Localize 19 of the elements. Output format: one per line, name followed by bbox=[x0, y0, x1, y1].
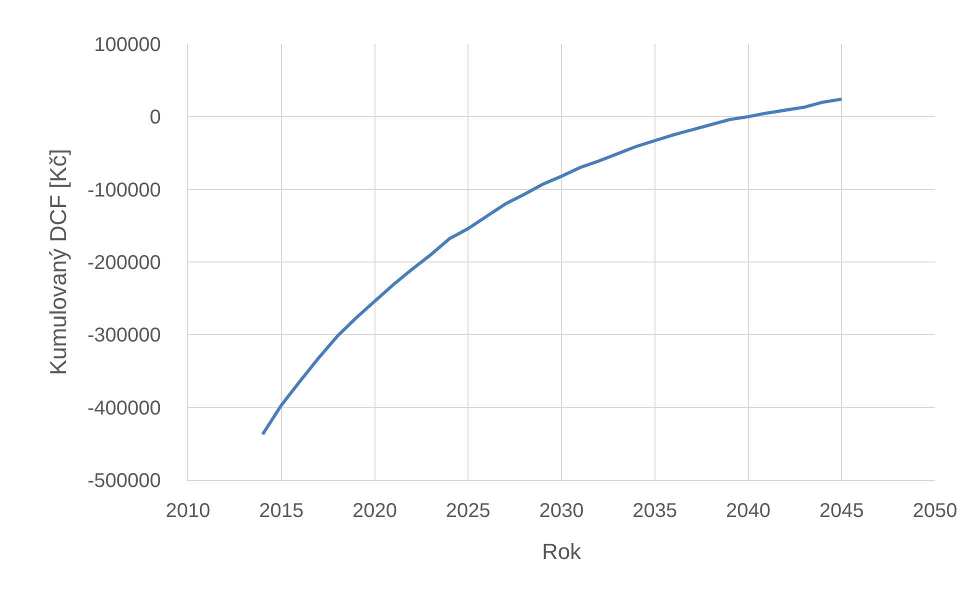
x-tick-label: 2050 bbox=[912, 500, 958, 522]
x-axis-title: Rok bbox=[542, 539, 582, 564]
x-tick-label: 2045 bbox=[819, 500, 864, 522]
x-tick-label: 2020 bbox=[352, 500, 397, 522]
line-series bbox=[261, 98, 844, 436]
y-axis-title: Kumulovaný DCF [Kč] bbox=[44, 148, 71, 376]
x-tick-label: 2015 bbox=[259, 500, 304, 522]
x-tick-label: 2025 bbox=[446, 500, 490, 522]
x-tick-label: 2030 bbox=[539, 500, 584, 522]
x-tick-label: 2010 bbox=[166, 500, 210, 522]
y-tick-label: 0 bbox=[150, 106, 161, 129]
y-tick-label: -400000 bbox=[87, 397, 161, 420]
y-tick-label: -300000 bbox=[87, 324, 161, 347]
x-tick-label: 2035 bbox=[632, 500, 678, 522]
x-tick-label: 2040 bbox=[726, 500, 770, 522]
y-tick-label: -500000 bbox=[87, 470, 161, 492]
y-tick-label: 100000 bbox=[94, 34, 161, 56]
y-tick-label: -100000 bbox=[87, 179, 161, 202]
y-tick-label: -200000 bbox=[87, 252, 161, 274]
